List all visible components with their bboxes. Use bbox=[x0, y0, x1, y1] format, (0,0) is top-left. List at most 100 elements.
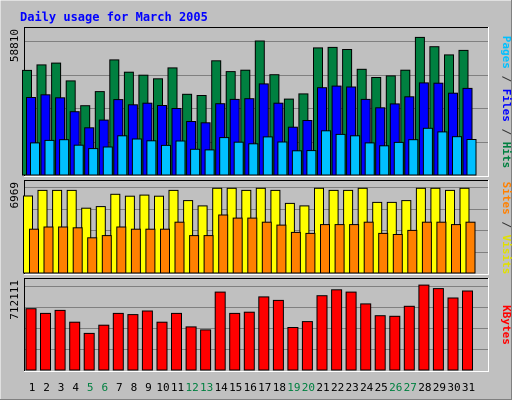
axis-label-part: Files bbox=[500, 89, 512, 122]
x-axis-day-label: 4 bbox=[72, 381, 79, 394]
x-axis-day-label: 17 bbox=[258, 381, 271, 394]
bar-pages bbox=[190, 148, 201, 176]
bar-pages bbox=[233, 141, 244, 176]
x-axis-day-label: 10 bbox=[156, 381, 169, 394]
bar-pages bbox=[59, 139, 70, 176]
series-axis-label: Sites / Visits bbox=[500, 182, 512, 275]
x-axis-day-label: 11 bbox=[171, 381, 184, 394]
bar-sites bbox=[451, 224, 461, 274]
bar-pages bbox=[437, 131, 448, 176]
x-axis-day-label: 8 bbox=[131, 381, 138, 394]
chart-panel-1: 58810 Pages / Files / Hits bbox=[8, 27, 512, 177]
bar-pages bbox=[146, 140, 157, 176]
x-axis-day-label: 21 bbox=[316, 381, 329, 394]
bar-sites bbox=[349, 224, 360, 274]
axis-label-part: Sites bbox=[500, 182, 512, 215]
bar-kbytes bbox=[258, 296, 270, 371]
chart-panel-3: 712111 KBytes bbox=[8, 278, 512, 372]
bar-sites bbox=[392, 234, 403, 274]
axis-label-part: / bbox=[500, 69, 512, 89]
bar-kbytes bbox=[185, 326, 197, 371]
axis-label-part: Hits bbox=[500, 142, 512, 169]
bar-kbytes bbox=[345, 291, 357, 371]
bar-kbytes bbox=[301, 321, 313, 371]
bar-sites bbox=[72, 227, 83, 274]
bar-pages bbox=[73, 144, 84, 176]
x-axis-day-label: 13 bbox=[200, 381, 213, 394]
bar-kbytes bbox=[360, 303, 372, 371]
x-axis-day-label: 19 bbox=[287, 381, 300, 394]
bar-pages bbox=[335, 133, 346, 176]
x-axis-day-label: 7 bbox=[116, 381, 123, 394]
bar-sites bbox=[436, 221, 447, 274]
y-max-label: 58810 bbox=[8, 29, 21, 62]
bar-sites bbox=[232, 217, 243, 274]
bar-kbytes bbox=[316, 295, 328, 371]
bar-pages bbox=[161, 144, 171, 176]
chart-panels: 58810 Pages / Files / Hits 6969 Sites / Vis… bbox=[8, 27, 512, 372]
x-axis-day-label: 20 bbox=[302, 381, 315, 394]
bar-sites bbox=[290, 231, 301, 274]
x-axis-day-label: 5 bbox=[87, 381, 94, 394]
bar-sites bbox=[203, 235, 214, 274]
bar-kbytes bbox=[403, 305, 415, 371]
bar-pages bbox=[291, 150, 302, 176]
bar-kbytes bbox=[432, 288, 444, 371]
bar-sites bbox=[407, 229, 418, 274]
bar-sites bbox=[465, 221, 476, 274]
bar-pages bbox=[117, 135, 128, 176]
bar-sites bbox=[261, 221, 272, 274]
bar-sites bbox=[29, 228, 39, 274]
bar-kbytes bbox=[40, 312, 51, 371]
bar-sites bbox=[247, 217, 258, 274]
bar-kbytes bbox=[418, 284, 430, 371]
bar-pages bbox=[422, 127, 433, 176]
bar-sites bbox=[87, 237, 98, 274]
bar-kbytes bbox=[272, 299, 284, 371]
x-axis-day-label: 9 bbox=[145, 381, 152, 394]
bar-kbytes bbox=[331, 289, 343, 371]
x-axis-day-label: 30 bbox=[447, 381, 460, 394]
bar-pages bbox=[175, 140, 186, 176]
bar-sites bbox=[189, 235, 200, 274]
x-axis-day-label: 15 bbox=[229, 381, 242, 394]
series-axis-label: Pages / Files / Hits bbox=[500, 36, 512, 169]
x-axis-day-label: 1 bbox=[29, 381, 36, 394]
x-axis-day-label: 14 bbox=[215, 381, 229, 394]
bar-kbytes bbox=[83, 332, 95, 371]
bar-pages bbox=[44, 139, 55, 176]
bar-sites bbox=[116, 226, 127, 274]
x-axis-day-label: 24 bbox=[360, 381, 374, 394]
bar-sites bbox=[174, 221, 185, 274]
x-axis-day-label: 23 bbox=[345, 381, 358, 394]
bar-kbytes bbox=[112, 312, 124, 371]
bar-pages bbox=[219, 137, 230, 176]
bar-pages bbox=[393, 141, 404, 176]
bar-kbytes bbox=[389, 315, 401, 371]
x-axis-day-labels: 1 2 3 4 5 6 7 8 9 10 11 12 13 14 15 16 17 18 19 20 21 22 23 24 2… bbox=[29, 381, 475, 394]
bar-kbytes bbox=[200, 329, 212, 371]
bar-sites bbox=[145, 228, 156, 274]
x-axis-day-label: 22 bbox=[331, 381, 344, 394]
chart-title: Daily usage for March 2005 bbox=[20, 10, 208, 24]
bar-kbytes bbox=[287, 327, 299, 371]
bar-pages bbox=[350, 135, 361, 176]
bar-sites bbox=[363, 221, 374, 274]
x-axis-day-label: 3 bbox=[58, 381, 65, 394]
bar-sites bbox=[58, 226, 69, 274]
bar-sites bbox=[334, 224, 345, 274]
bar-sites bbox=[320, 224, 330, 274]
bar-kbytes bbox=[243, 311, 255, 371]
bar-pages bbox=[321, 130, 331, 176]
bar-pages bbox=[364, 142, 375, 176]
bar-kbytes bbox=[171, 312, 182, 371]
y-max-label: 712111 bbox=[8, 280, 21, 320]
bar-kbytes bbox=[156, 321, 168, 371]
bar-pages bbox=[30, 142, 40, 176]
bar-sites bbox=[160, 228, 170, 274]
bar-sites bbox=[276, 224, 287, 274]
x-axis-day-label: 6 bbox=[101, 381, 108, 394]
x-axis-day-label: 12 bbox=[185, 381, 198, 394]
bar-kbytes bbox=[69, 321, 81, 371]
